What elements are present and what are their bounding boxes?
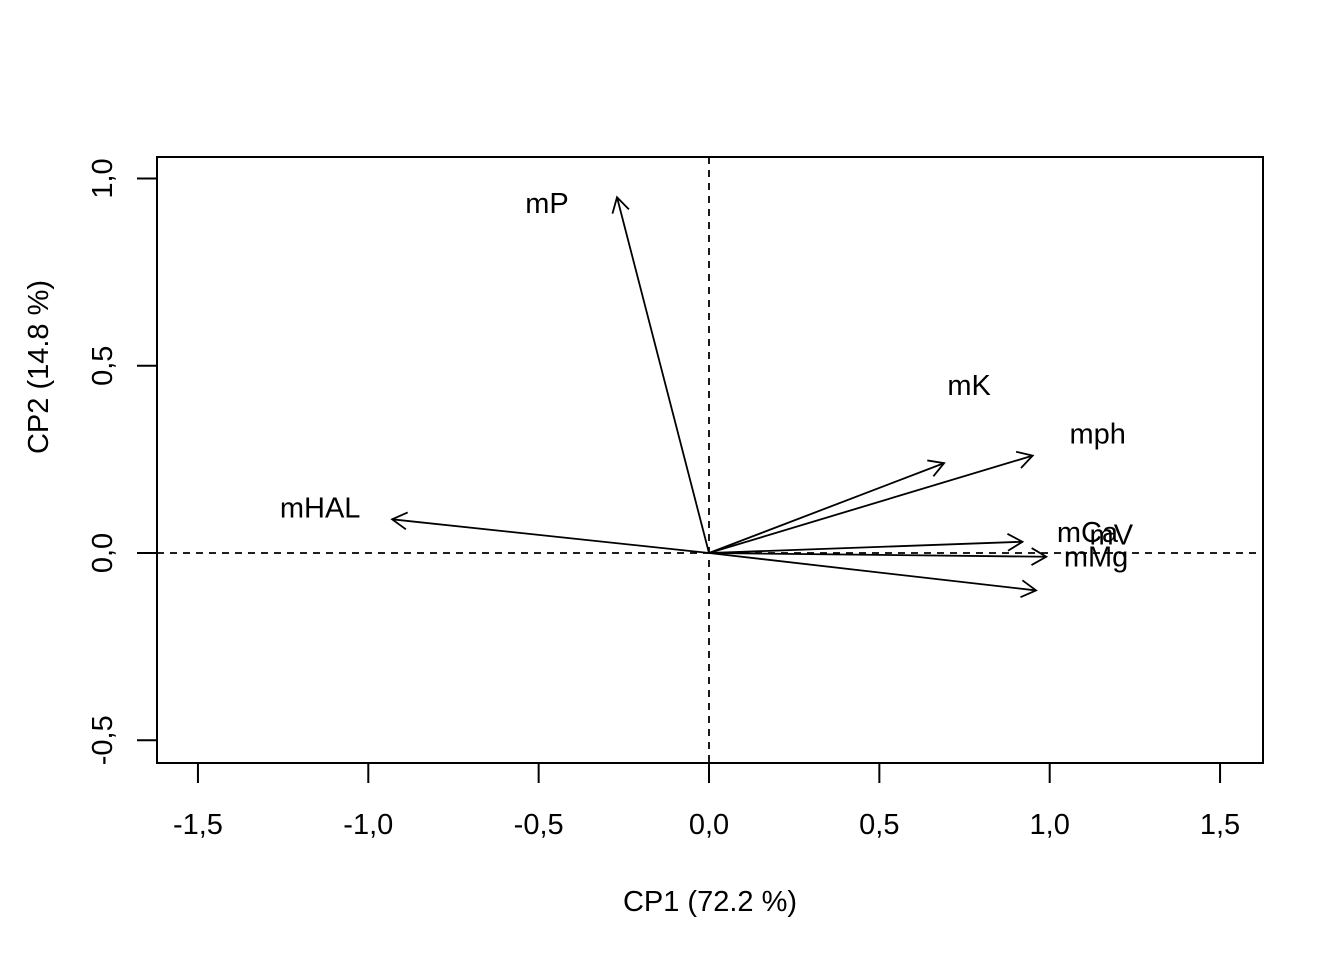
x-tick-label: 1,0 [1030,809,1070,841]
arrow-shaft [392,518,710,554]
reference-lines [157,157,1263,763]
arrow-mHAL [390,511,710,554]
arrow-mMg [708,552,1038,599]
x-tick-label: -1,5 [173,809,223,841]
arrow-shaft [708,552,1037,592]
arrow-shaft [708,552,1047,558]
arrow-mCa [708,533,1025,554]
x-tick-label: 0,0 [689,809,729,841]
label-mMg: mMg [1064,541,1128,573]
variable-arrows [390,195,1049,599]
label-mK: mK [947,370,991,402]
label-mCa: mCa [1057,517,1119,549]
arrow-mph [708,450,1035,554]
arrow-mP [611,195,710,554]
plot-box [156,156,1264,764]
label-mph: mph [1069,419,1125,451]
arrow-head [390,511,409,531]
arrow-shaft [708,540,1023,554]
label-mHAL: mHAL [280,492,361,524]
x-axis-title: CP1 (72.2 %) [623,886,797,918]
y-tick-label: 0,0 [87,533,119,573]
x-tick-label: 0,5 [859,809,899,841]
x-tick-label: -1,0 [343,809,393,841]
arrow-shaft [708,454,1033,554]
label-mP: mP [525,188,569,220]
x-axis: -1,5 -1,0 -0,5 0,0 0,5 1,0 1,5 [173,762,1240,841]
arrow-mK [708,459,946,554]
arrow-head [927,459,946,477]
x-tick-label: 1,5 [1200,809,1240,841]
y-tick-label: 0,5 [87,346,119,386]
arrow-mV [708,547,1049,566]
arrow-head [1015,450,1035,469]
label-mV: mV [1090,520,1134,552]
arrow-head [1020,579,1038,599]
arrow-head [1007,533,1025,552]
arrow-head [611,195,630,214]
y-tick-label: 1,0 [87,158,119,198]
arrow-shaft [708,462,945,554]
y-axis: -0,5 0,0 0,5 1,0 [87,158,158,765]
arrow-head [1031,547,1049,566]
y-axis-title: CP2 (14.8 %) [23,280,55,454]
arrow-shaft [616,196,710,554]
y-tick-label: -0,5 [87,715,119,765]
x-tick-label: -0,5 [514,809,564,841]
